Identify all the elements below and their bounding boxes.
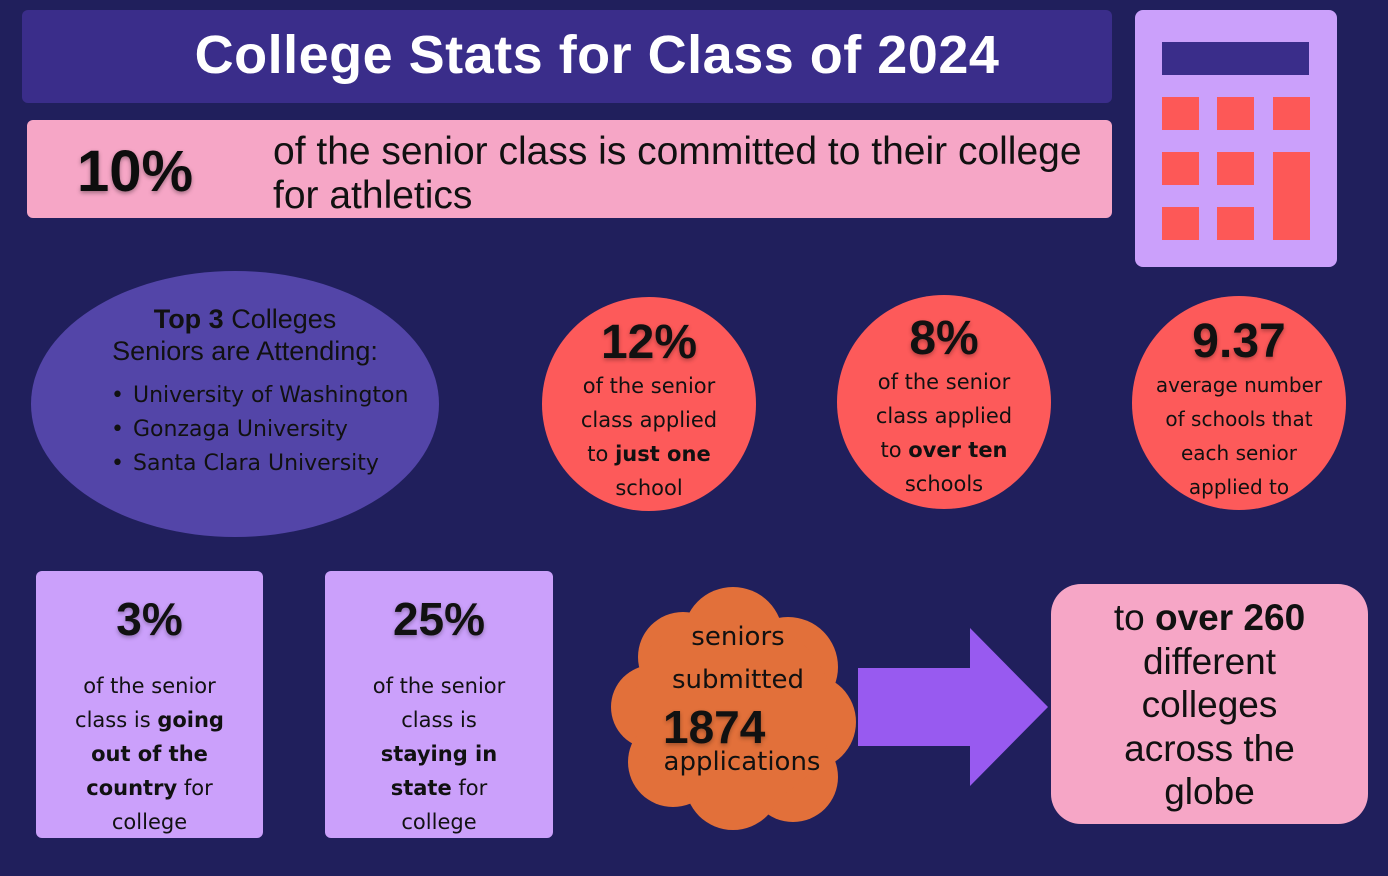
top-colleges-heading-bold: Top 3 (153, 304, 224, 334)
applications-line: applications (663, 747, 821, 777)
stat-emphasis: out of the (91, 742, 208, 766)
stat-line: staying in (325, 737, 553, 771)
stat-value: 25% (392, 593, 486, 645)
stat-emphasis: going (157, 708, 224, 732)
top-colleges-heading-rest: Colleges (231, 304, 337, 334)
top-colleges-heading: Top 3 Colleges Seniors are Attending: (31, 303, 439, 367)
colleges-line: different (1142, 640, 1277, 682)
stat-circle-one-school: 12% of the senior class applied to just … (542, 297, 756, 511)
stat-line: of the senior (582, 374, 716, 398)
calculator-key (1162, 207, 1199, 240)
stat-line: of schools that (1165, 407, 1313, 431)
college-list-item: Santa Clara University (111, 447, 408, 481)
stat-emphasis: over ten (908, 438, 1008, 462)
colleges-line: colleges (1141, 684, 1278, 725)
stat-text: to (880, 438, 909, 462)
colleges-emphasis: over 260 (1154, 597, 1306, 638)
stat-line: to over ten (837, 433, 1051, 467)
top-colleges-ellipse: Top 3 Colleges Seniors are Attending: Un… (31, 271, 439, 537)
college-list-item: Gonzaga University (111, 413, 408, 447)
calculator-key (1162, 97, 1199, 130)
stat-text: for (451, 776, 488, 800)
colleges-line: across the (1124, 727, 1295, 769)
calculator-key (1217, 97, 1254, 130)
applications-cloud: seniors submitted 1874 applications (608, 582, 858, 832)
stat-description: of the senior class is staying in state … (325, 669, 553, 839)
stat-line: of the senior (372, 674, 506, 698)
stat-text: to (587, 442, 616, 466)
stat-line: college (111, 810, 188, 834)
cloud-shape-icon (611, 587, 856, 830)
stat-value: 9.37 (1192, 315, 1286, 368)
top-colleges-list: University of Washington Gonzaga Univers… (111, 379, 408, 481)
stat-value: 3% (116, 593, 183, 645)
stat-line: class is (401, 708, 477, 732)
colleges-line: to over 260 (1051, 596, 1368, 640)
stat-line: each senior (1180, 441, 1297, 465)
stat-line: out of the (36, 737, 263, 771)
stat-value: 8% (909, 312, 979, 365)
stat-line: college (401, 810, 477, 834)
college-list-item: University of Washington (111, 379, 408, 413)
stat-line: of the senior (83, 674, 216, 698)
athletics-description: of the senior class is committed to thei… (273, 130, 1082, 217)
top-colleges-heading-line2: Seniors are Attending: (112, 336, 378, 366)
applications-count: 1874 (663, 701, 766, 753)
stat-line: state for (325, 771, 553, 805)
stat-text: for (177, 776, 213, 800)
stat-line: school (615, 476, 683, 500)
stat-line: to just one (542, 437, 756, 471)
calculator-key (1162, 152, 1199, 185)
colleges-text: to (1113, 597, 1155, 638)
stat-circle-average: 9.37 average number of schools that each… (1132, 296, 1346, 510)
stat-text: class is (75, 708, 158, 732)
calculator-key (1273, 97, 1310, 130)
stat-line: average number (1155, 373, 1323, 397)
stat-line: applied to (1188, 475, 1290, 499)
page-title: College Stats for Class of 2024 (194, 25, 1000, 85)
stat-description: of the senior class is going out of the … (36, 669, 263, 839)
right-arrow-icon (858, 628, 1048, 786)
colleges-line: globe (1164, 771, 1255, 812)
stat-box-out-of-country: 3% of the senior class is going out of t… (36, 571, 263, 838)
athletics-stat-banner: 10% of the senior class is committed to … (27, 120, 1112, 218)
stat-emphasis: just one (615, 442, 711, 466)
calculator-key (1217, 207, 1254, 240)
stat-line: class applied (875, 404, 1013, 428)
stat-line: country for (36, 771, 263, 805)
stat-emphasis: country (86, 776, 178, 800)
applications-line: seniors (691, 622, 785, 652)
stat-line: of the senior (877, 370, 1011, 394)
applications-line: submitted (672, 665, 804, 695)
stat-line: schools (904, 472, 984, 496)
calculator-key (1217, 152, 1254, 185)
stat-line: class applied (580, 408, 718, 432)
stat-circle-over-ten: 8% of the senior class applied to over t… (837, 295, 1051, 509)
stat-emphasis: state (390, 776, 452, 800)
calculator-icon (1135, 10, 1337, 267)
stat-line: class is going (36, 703, 263, 737)
athletics-percent: 10% (77, 139, 194, 204)
stat-box-in-state: 25% of the senior class is staying in st… (325, 571, 553, 838)
stat-emphasis: staying in (380, 742, 498, 766)
calculator-screen (1162, 42, 1309, 75)
colleges-reached-box: to over 260 different colleges across th… (1051, 584, 1368, 824)
stat-value: 12% (600, 316, 698, 369)
title-banner: College Stats for Class of 2024 (22, 10, 1112, 103)
calculator-key-tall (1273, 152, 1310, 240)
